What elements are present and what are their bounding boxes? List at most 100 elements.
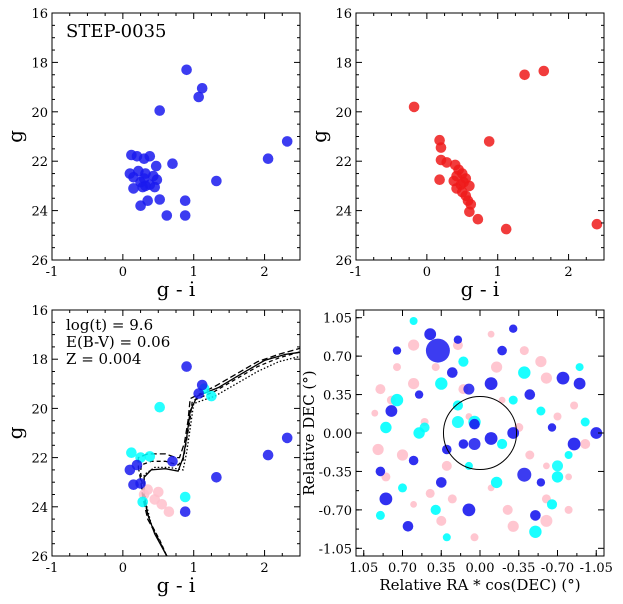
sky-large-point-1 <box>517 467 532 482</box>
sky-point-2-14 <box>590 427 603 439</box>
sky-point-2-16 <box>524 389 536 400</box>
sky-point-0-2 <box>408 378 420 390</box>
sky-point-1-10 <box>464 461 473 470</box>
sky-point-0-14 <box>436 515 447 526</box>
sky-point-0-12 <box>507 520 519 532</box>
y-tick-label: 20 <box>335 106 352 121</box>
sky-point-0-27 <box>535 356 547 368</box>
sky-point-1-21 <box>546 499 558 510</box>
sky-point-1-0 <box>409 317 418 325</box>
sky-point-2-21 <box>436 477 447 488</box>
data-point-0-2 <box>408 101 420 113</box>
data-point-0-2 <box>156 499 168 510</box>
x-tick-label: 0.35 <box>427 561 456 576</box>
data-point-0-5 <box>435 142 447 153</box>
sky-point-1-7 <box>529 525 542 538</box>
sky-point-0-3 <box>431 363 440 372</box>
sky-point-2-27 <box>379 492 393 506</box>
sky-point-0-33 <box>564 505 573 514</box>
isochrone-1 <box>139 351 300 556</box>
sky-point-2-12 <box>567 437 581 451</box>
x-tick-label: 0 <box>119 561 127 576</box>
top-left-cmd-panel: -1 0 1 2 16 18 20 22 24 26 g - i g STEP-0035 <box>3 7 301 301</box>
data-point-0-10 <box>167 158 178 169</box>
data-point-1-6 <box>206 390 217 402</box>
sky-large-point-0 <box>425 338 450 363</box>
data-point-0-23 <box>464 206 475 218</box>
y-tick-label: 26 <box>335 254 352 269</box>
sky-point-0-34 <box>375 384 386 395</box>
y-tick-label: 16 <box>31 7 48 22</box>
y-tick-label: 0.00 <box>323 427 352 442</box>
y-tick-label: 26 <box>31 550 48 565</box>
sky-point-0-21 <box>525 450 535 460</box>
sky-point-0-7 <box>540 372 553 384</box>
annotation-log-age: log(t) = 9.6 <box>66 316 153 334</box>
y-tick-label: 1.05 <box>323 312 352 327</box>
sky-point-1-18 <box>375 510 385 520</box>
cluster-radius-circle <box>442 395 518 471</box>
sky-point-0-0 <box>371 409 379 417</box>
top-right-cmd-panel: -1 0 1 2 16 18 20 22 24 26 g - i g <box>307 7 605 301</box>
y-tick-label: -0.70 <box>319 504 352 519</box>
x-tick-label: 1.05 <box>349 561 378 576</box>
sky-point-1-12 <box>435 377 448 390</box>
x-tick-label: -1 <box>46 561 59 576</box>
data-point-0-31 <box>179 195 191 206</box>
sky-point-2-17 <box>462 503 476 517</box>
data-point-0-3 <box>163 506 175 517</box>
sky-large-point-6 <box>540 514 553 527</box>
x-tick-label: 1 <box>494 265 502 280</box>
y-tick-label: 20 <box>31 402 48 417</box>
data-point-0-25 <box>500 223 512 235</box>
x-tick-label: 1 <box>190 265 198 280</box>
data-point-0-27 <box>154 194 165 205</box>
sky-point-0-22 <box>396 449 409 461</box>
x-tick-label: -1 <box>46 265 59 280</box>
x-axis-label: Relative RA * cos(DEC) (°) <box>379 576 580 594</box>
sky-point-2-26 <box>530 510 541 521</box>
sky-point-0-8 <box>570 401 579 410</box>
data-point-1-2 <box>144 451 156 462</box>
data-point-0-17 <box>464 180 475 192</box>
sky-large-point-2 <box>468 438 481 450</box>
isochrone-2 <box>143 351 300 556</box>
y-tick-label: 0.35 <box>323 389 352 404</box>
data-point-0-1 <box>519 69 530 81</box>
sky-point-2-7 <box>556 371 570 385</box>
y-tick-label: 26 <box>31 254 48 269</box>
data-point-0-24 <box>472 213 484 225</box>
data-point-0-5 <box>153 486 164 498</box>
sky-point-0-10 <box>565 473 572 481</box>
sky-point-1-19 <box>490 476 503 489</box>
data-point-0-5 <box>262 153 274 164</box>
y-tick-label: 24 <box>335 205 352 220</box>
y-tick-label: 22 <box>335 155 352 170</box>
data-point-2-9 <box>211 472 222 483</box>
data-point-0-0 <box>538 65 550 77</box>
data-point-0-25 <box>149 181 160 193</box>
sky-point-2-23 <box>408 455 419 466</box>
sky-point-0-17 <box>372 443 384 456</box>
y-axis-label: g <box>307 130 331 143</box>
data-point-2-3 <box>281 432 293 444</box>
data-point-2-1 <box>196 379 208 391</box>
data-point-0-30 <box>179 210 191 221</box>
sky-point-2-3 <box>458 439 469 449</box>
y-axis-label: Relative DEC (°) <box>300 370 318 495</box>
y-tick-label: 18 <box>31 56 48 71</box>
sky-point-1-4 <box>380 421 392 434</box>
sky-point-0-36 <box>447 494 457 504</box>
x-axis-label: g - i <box>461 277 500 301</box>
sky-point-0-32 <box>408 339 420 351</box>
sky-point-2-13 <box>442 444 452 455</box>
sky-point-1-16 <box>458 356 469 367</box>
y-tick-label: 24 <box>31 205 48 220</box>
sky-point-1-6 <box>430 504 441 515</box>
data-point-0-24 <box>140 180 151 192</box>
sky-point-1-9 <box>551 471 564 483</box>
annotation-metallicity: Z = 0.004 <box>66 350 141 368</box>
data-point-2-8 <box>135 478 146 489</box>
x-tick-label: 0.00 <box>466 561 495 576</box>
sky-point-1-20 <box>442 533 451 542</box>
